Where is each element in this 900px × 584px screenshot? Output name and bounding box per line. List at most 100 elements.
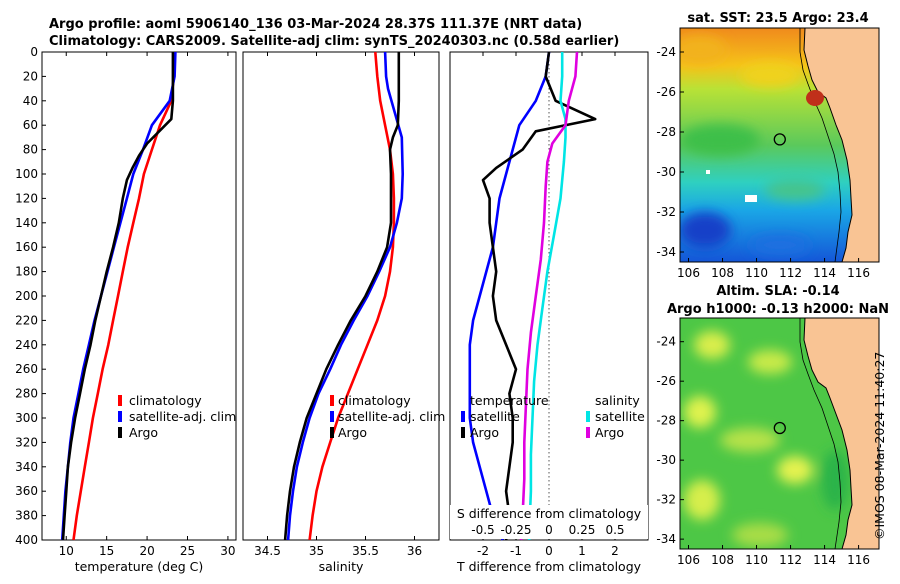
x-tick-label: 0 (545, 544, 553, 558)
sla-high-patch (694, 331, 730, 359)
lon-tick-label: 112 (779, 553, 802, 567)
legend-t-argo-label: Argo (470, 425, 499, 440)
sst-warm-patch (740, 63, 800, 87)
y-tick-label: 80 (23, 143, 38, 157)
legend-sat-label: satellite-adj. clim (338, 409, 445, 424)
lat-tick-label: -28 (656, 414, 676, 428)
y-tick-label: 360 (15, 484, 38, 498)
lon-tick-label: 114 (813, 266, 836, 280)
y-tick-label: 260 (15, 362, 38, 376)
s-tick-label: 0.25 (569, 523, 596, 537)
sla-map-title-1: Altim. SLA: -0.14 (716, 284, 839, 299)
x-tick-label: 35 (309, 544, 324, 558)
sla-high-patch (748, 350, 792, 374)
top-axis-background (450, 505, 648, 539)
x-tick-label: 2 (611, 544, 619, 558)
header-line1: Argo profile: aoml 5906140_136 03-Mar-20… (49, 17, 582, 32)
temperature-x-axis: 10 15 20 25 30 (59, 52, 236, 558)
y-tick-label: 380 (15, 509, 38, 523)
sst-missing-data (706, 170, 710, 174)
legend-argo-swatch (330, 427, 334, 438)
x-tick-label: 15 (99, 544, 114, 558)
sla-high-patch (684, 480, 720, 520)
legend-clim-label: climatology (129, 393, 202, 408)
salinity-lines (283, 51, 405, 541)
sst-map-axes: 106 108 110 112 114 116 -24 -26 -28 -30 -32 -34 (656, 45, 870, 280)
series-line-argo (283, 52, 401, 541)
difference-xlabel: T difference from climatology (456, 559, 642, 574)
legend-sat-swatch (330, 411, 334, 422)
temperature-legend: climatology satellite-adj. clim Argo (118, 393, 236, 440)
temperature-panel: 0204060801001201401601802002202402602803… (15, 45, 648, 574)
temperature-xlabel: temperature (deg C) (75, 559, 204, 574)
sla-map-title-2: Argo h1000: -0.13 h2000: NaN (667, 302, 889, 317)
salinity-legend: climatology satellite-adj. clim Argo (330, 393, 445, 440)
legend-sat-swatch (118, 411, 122, 422)
s-tick-label: -0.5 (471, 523, 494, 537)
legend-t-argo-swatch (461, 427, 465, 438)
y-tick-label: 400 (15, 533, 38, 547)
y-tick-label: 60 (23, 118, 38, 132)
s-difference-ticks: -0.5 -0.25 0 0.25 0.5 (471, 523, 624, 537)
lat-tick-label: -24 (656, 45, 676, 59)
x-tick-label: 1 (578, 544, 586, 558)
legend-temperature-title: temperature (470, 393, 549, 408)
lon-tick-label: 108 (711, 266, 734, 280)
y-tick-label: 280 (15, 387, 38, 401)
legend-s-sat-label: satellite (595, 409, 645, 424)
legend-argo-swatch (118, 427, 122, 438)
lon-tick-label: 106 (677, 266, 700, 280)
copyright-stamp: ©IMOS 08-Mar-2024 11:40:27 (872, 351, 887, 540)
sst-field (680, 28, 879, 262)
legend-s-sat-swatch (586, 411, 590, 422)
bathymetry-contour (799, 28, 842, 262)
x-tick-label: -1 (510, 544, 522, 558)
legend-t-sat-swatch (461, 411, 465, 422)
series-line-salinity-argo (519, 51, 579, 541)
legend-t-sat-label: satellite (470, 409, 520, 424)
lon-tick-label: 110 (745, 553, 768, 567)
salinity-xlabel: salinity (319, 559, 364, 574)
salinity-x-axis: 34.5 35 35.5 36 (254, 52, 422, 558)
difference-panel: -2 -1 0 1 2 T difference from climatology S … (449, 51, 649, 574)
sla-map-panel: Altim. SLA: -0.14 Argo h1000: -0.13 h200… (656, 284, 889, 567)
argo-float-marker (773, 421, 786, 435)
y-tick-label: 160 (15, 240, 38, 254)
sst-warm-patch (680, 36, 726, 64)
sst-map-title: sat. SST: 23.5 Argo: 23.4 (687, 11, 868, 26)
sla-map-axes: 106 108 110 112 114 116 -24 -26 -28 -30 -32 -34 (656, 335, 870, 567)
sla-high-patch (732, 523, 788, 547)
legend-argo-label: Argo (338, 425, 367, 440)
lat-tick-label: -28 (656, 125, 676, 139)
lon-tick-label: 108 (711, 553, 734, 567)
sst-map-panel: sat. SST: 23.5 Argo: 23.4 106 108 110 112 11… (656, 11, 880, 280)
argo-float-marker (773, 133, 786, 146)
s-tick-label: 0.5 (605, 523, 624, 537)
bathymetry-contour (799, 318, 842, 549)
x-tick-label: -2 (477, 544, 489, 558)
lat-tick-label: -26 (656, 374, 676, 388)
sst-coastal-warm (806, 90, 824, 106)
y-tick-label: 0 (30, 45, 38, 59)
lat-tick-label: -26 (656, 85, 676, 99)
y-tick-label: 140 (15, 216, 38, 230)
sst-cold-patch (750, 235, 810, 255)
lat-tick-label: -30 (656, 453, 676, 467)
y-tick-label: 340 (15, 460, 38, 474)
legend-s-argo-label: Argo (595, 425, 624, 440)
sla-high-patch (720, 428, 780, 452)
legend-clim-swatch (330, 395, 334, 406)
sla-field (680, 318, 879, 549)
series-line-argo (61, 52, 175, 541)
difference-x-axis: -2 -1 0 1 2 (477, 52, 619, 558)
y-tick-label: 200 (15, 289, 38, 303)
lon-tick-label: 110 (745, 266, 768, 280)
series-line-temperature-satellite (468, 51, 551, 541)
x-tick-label: 20 (139, 544, 154, 558)
lat-tick-label: -24 (656, 335, 676, 349)
s-tick-label: -0.25 (500, 523, 531, 537)
series-line-temperature-argo (481, 51, 597, 541)
s-tick-label: 0 (545, 523, 553, 537)
header-line2: Climatology: CARS2009. Satellite-adj cli… (49, 34, 619, 49)
